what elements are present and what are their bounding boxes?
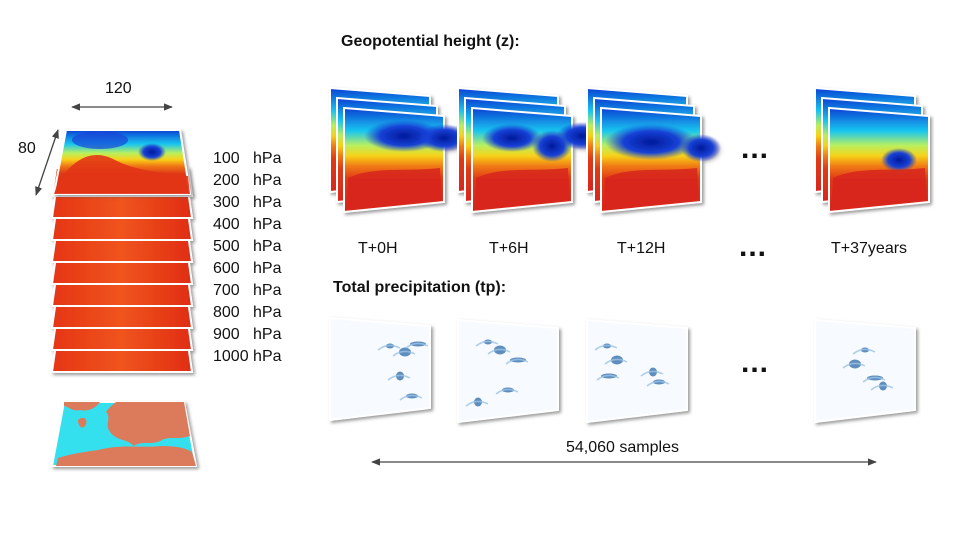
level-label: 700 hPa xyxy=(213,282,282,299)
precipitation-frames xyxy=(329,316,916,424)
level-label: 200 hPa xyxy=(213,172,282,189)
level-label: 500 hPa xyxy=(213,238,282,255)
geopotential-frames xyxy=(329,86,930,214)
level-label: 1000 hPa xyxy=(213,348,282,365)
level-label: 600 hPa xyxy=(213,260,282,277)
precipitation-frame xyxy=(586,318,688,424)
geopotential-ellipsis: ... xyxy=(741,132,770,165)
pressure-level-labels: 100 hPa 200 hPa 300 hPa 400 hPa 500 hPa … xyxy=(213,148,282,368)
geopotential-frame xyxy=(471,106,608,214)
level-label: 400 hPa xyxy=(213,216,282,233)
geopotential-frame-stack xyxy=(814,86,930,214)
geopotential-frame xyxy=(600,106,721,214)
time-label-t37years: T+37years xyxy=(831,240,908,257)
geopotential-frame-stack xyxy=(586,86,721,214)
time-label-t6: T+6H xyxy=(489,240,529,257)
level-label: 300 hPa xyxy=(213,194,282,211)
level-label: 900 hPa xyxy=(213,326,282,343)
geopotential-frame xyxy=(343,106,470,214)
precipitation-frame xyxy=(814,318,916,424)
precipitation-frame xyxy=(457,318,559,424)
grid-height-label: 80 xyxy=(18,140,36,157)
grid-width-label: 120 xyxy=(105,80,132,97)
geopotential-title: Geopotential height (z): xyxy=(341,33,520,50)
precipitation-frame xyxy=(329,316,431,422)
europe-map-icon xyxy=(50,401,198,467)
level-label: 800 hPa xyxy=(213,304,282,321)
geopotential-frame-stack xyxy=(457,86,608,214)
geopotential-frame-stack xyxy=(329,86,470,214)
height-dimension-arrow xyxy=(35,129,59,196)
pressure-level-stack xyxy=(35,103,198,467)
time-ellipsis: ... xyxy=(739,230,768,263)
precipitation-ellipsis: ... xyxy=(741,346,770,379)
geopotential-frame xyxy=(828,106,930,214)
time-label-t12: T+12H xyxy=(617,240,666,257)
precipitation-title: Total precipitation (tp): xyxy=(333,279,507,296)
level-layers xyxy=(50,129,194,373)
level-label: 100 hPa xyxy=(213,150,282,167)
samples-label: 54,060 samples xyxy=(566,439,679,456)
layer-100 xyxy=(52,129,192,195)
time-label-t0: T+0H xyxy=(358,240,398,257)
